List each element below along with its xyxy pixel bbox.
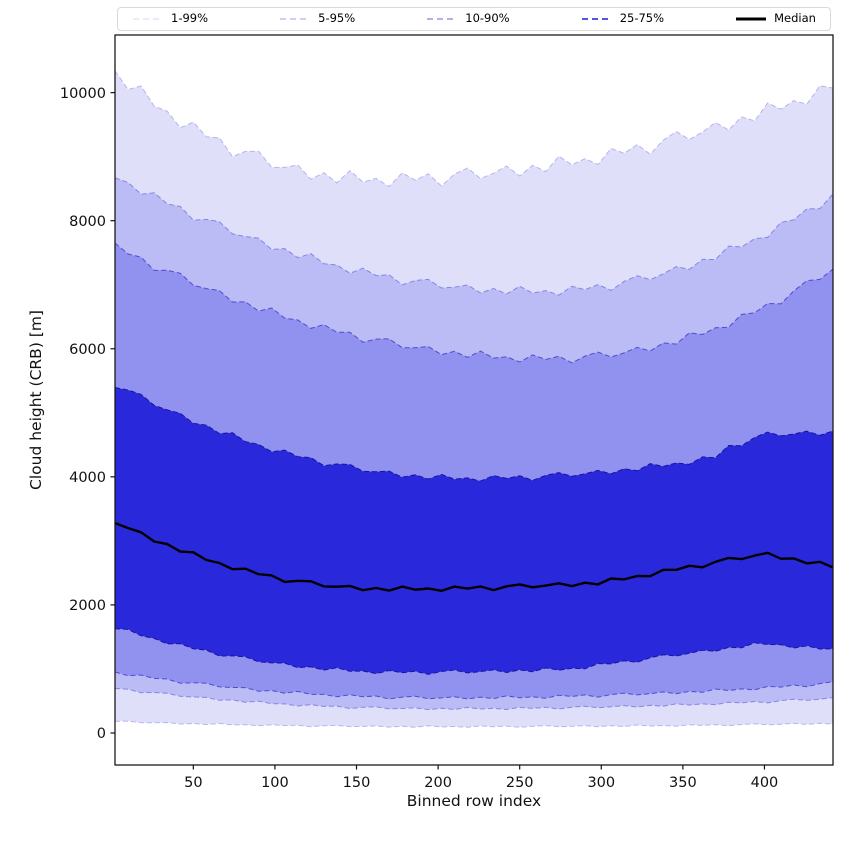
percentile-edge-p99 [114,70,834,188]
legend-item-5-95: 5-95% [279,13,355,25]
legend-label-5-95: 5-95% [318,11,356,26]
axes-box [114,34,834,766]
y-tick-label: 0 [97,726,106,742]
percentile-edge-p5 [114,688,834,711]
legend-line-sample-1-99-icon [133,18,163,20]
percentile-edge-p10 [114,671,834,700]
legend: 1-99% 5-95% 10-90% 25-75% Median [117,7,831,31]
y-tick-label: 2000 [69,598,106,614]
y-tick-label: 8000 [69,214,106,230]
legend-line-sample-median-icon [736,17,767,21]
percentile-edge-p90 [114,242,834,364]
legend-line-sample-10-90-icon [427,18,458,20]
legend-item-10-90: 10-90% [426,11,510,26]
legend-label-median: Median [774,11,816,26]
percentile-edge-p75 [114,387,834,482]
percentile-edge-p25 [114,628,834,675]
legend-item-25-75: 25-75% [581,13,664,25]
y-tick-label: 10000 [60,86,106,102]
y-tick-label: 6000 [69,342,106,358]
x-tick-label: 150 [343,775,371,791]
y-axis-label: Cloud height (CRB) [m] [27,310,45,490]
x-tick-label: 100 [261,775,289,791]
legend-label-1-99: 1-99% [171,11,209,26]
x-tick-label: 250 [506,775,534,791]
legend-label-10-90: 10-90% [465,11,510,26]
x-axis-label: Binned row index [406,792,542,810]
x-tick-label: 350 [669,775,697,791]
legend-label-25-75: 25-75% [619,11,665,26]
x-tick-label: 300 [587,775,615,791]
legend-line-sample-25-75-icon [581,18,612,20]
legend-item-1-99: 1-99% [132,13,208,25]
y-tick-label: 4000 [69,470,106,486]
band-25-75% [115,387,833,675]
x-tick-label: 400 [751,775,779,791]
legend-line-sample-5-95-icon [280,18,311,20]
percentile-edge-p95 [114,177,834,296]
legend-item-median: Median [735,13,816,25]
x-tick-label: 50 [184,775,202,791]
median-line [114,521,834,592]
x-tick-label: 200 [424,775,452,791]
percentile-edge-p1 [114,720,834,728]
